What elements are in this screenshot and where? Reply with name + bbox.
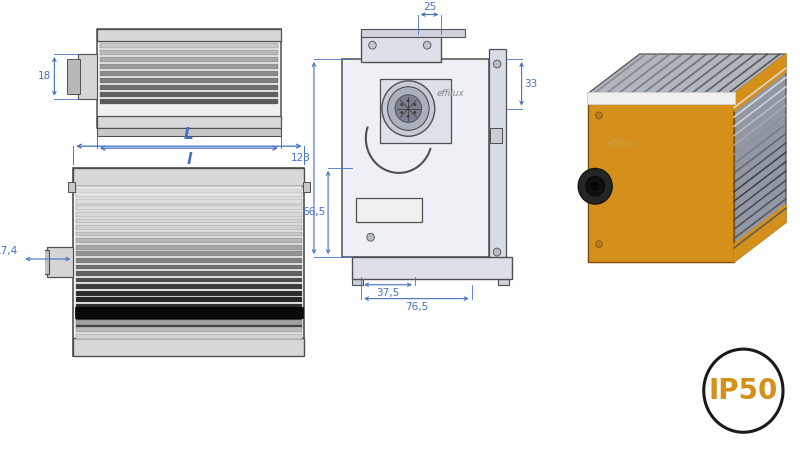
Polygon shape bbox=[588, 94, 734, 262]
Bar bbox=[76, 291, 302, 295]
Bar bbox=[100, 64, 278, 69]
Bar bbox=[68, 182, 75, 192]
Circle shape bbox=[704, 349, 783, 432]
Bar bbox=[490, 128, 502, 143]
Bar bbox=[100, 71, 278, 76]
Circle shape bbox=[400, 111, 403, 114]
Bar bbox=[74, 168, 305, 356]
Bar bbox=[75, 306, 302, 318]
Circle shape bbox=[400, 103, 403, 106]
Bar bbox=[76, 251, 302, 256]
Text: 17,4: 17,4 bbox=[0, 246, 18, 256]
Bar bbox=[76, 317, 302, 322]
Circle shape bbox=[382, 81, 434, 136]
Circle shape bbox=[494, 60, 501, 68]
Bar bbox=[76, 258, 302, 263]
Circle shape bbox=[596, 112, 602, 119]
Circle shape bbox=[395, 95, 422, 122]
Text: L: L bbox=[184, 127, 194, 142]
Bar bbox=[76, 206, 302, 210]
Bar bbox=[76, 311, 302, 315]
Circle shape bbox=[414, 111, 416, 114]
Circle shape bbox=[591, 182, 599, 190]
Polygon shape bbox=[734, 54, 786, 111]
Text: 66,5: 66,5 bbox=[302, 207, 326, 218]
Bar bbox=[76, 321, 302, 325]
Circle shape bbox=[407, 99, 410, 102]
Bar bbox=[78, 54, 97, 98]
Bar bbox=[76, 225, 302, 230]
Bar bbox=[586, 92, 735, 104]
Polygon shape bbox=[734, 205, 786, 262]
Bar bbox=[76, 271, 302, 276]
Bar bbox=[30, 250, 49, 274]
Bar bbox=[76, 199, 302, 204]
Bar bbox=[76, 327, 302, 332]
Bar bbox=[76, 304, 302, 309]
Bar bbox=[74, 338, 305, 356]
Text: 33: 33 bbox=[525, 79, 538, 89]
Text: 123: 123 bbox=[291, 153, 311, 163]
Bar bbox=[100, 78, 278, 83]
Bar bbox=[76, 284, 302, 289]
Bar bbox=[352, 277, 363, 285]
Bar bbox=[100, 98, 278, 104]
Text: effilux: effilux bbox=[437, 89, 465, 98]
Bar bbox=[76, 186, 302, 191]
Bar bbox=[97, 29, 281, 128]
Text: l: l bbox=[186, 152, 191, 167]
Bar bbox=[76, 232, 302, 236]
Bar bbox=[76, 334, 302, 339]
Bar bbox=[352, 257, 512, 279]
Bar bbox=[361, 29, 465, 37]
Bar bbox=[302, 182, 310, 192]
Bar bbox=[380, 79, 450, 143]
Circle shape bbox=[407, 115, 410, 118]
Bar bbox=[489, 49, 506, 262]
Bar bbox=[76, 218, 302, 224]
Bar bbox=[22, 253, 32, 271]
Circle shape bbox=[387, 87, 429, 131]
Text: 37,5: 37,5 bbox=[377, 288, 400, 298]
Bar bbox=[100, 85, 278, 90]
Bar bbox=[357, 198, 422, 223]
Bar bbox=[342, 59, 489, 257]
Bar bbox=[74, 168, 305, 186]
Text: IP50: IP50 bbox=[709, 376, 778, 405]
Circle shape bbox=[578, 169, 612, 204]
Bar bbox=[76, 212, 302, 217]
Text: 25: 25 bbox=[423, 1, 436, 11]
Polygon shape bbox=[588, 54, 786, 94]
Bar bbox=[100, 43, 278, 48]
Bar bbox=[97, 29, 281, 41]
Circle shape bbox=[596, 241, 602, 248]
Text: effilux: effilux bbox=[606, 139, 634, 147]
Bar bbox=[97, 116, 281, 128]
Bar bbox=[47, 247, 74, 277]
Circle shape bbox=[366, 233, 374, 241]
Circle shape bbox=[494, 248, 501, 256]
Bar bbox=[100, 50, 278, 55]
Bar bbox=[97, 128, 281, 136]
Circle shape bbox=[586, 176, 605, 196]
Bar bbox=[361, 34, 442, 62]
Bar bbox=[498, 277, 510, 285]
Bar bbox=[76, 324, 302, 328]
Bar bbox=[76, 265, 302, 269]
Circle shape bbox=[423, 41, 431, 49]
Bar bbox=[76, 238, 302, 243]
Bar bbox=[100, 92, 278, 97]
Bar bbox=[76, 192, 302, 197]
Bar bbox=[66, 59, 80, 94]
Bar bbox=[100, 57, 278, 62]
Bar bbox=[76, 278, 302, 283]
Circle shape bbox=[414, 103, 416, 106]
Bar bbox=[76, 297, 302, 302]
Polygon shape bbox=[734, 54, 786, 262]
Circle shape bbox=[369, 41, 376, 49]
Bar bbox=[76, 245, 302, 250]
Text: 76,5: 76,5 bbox=[405, 301, 428, 311]
Text: 18: 18 bbox=[38, 71, 51, 82]
Circle shape bbox=[22, 257, 30, 267]
